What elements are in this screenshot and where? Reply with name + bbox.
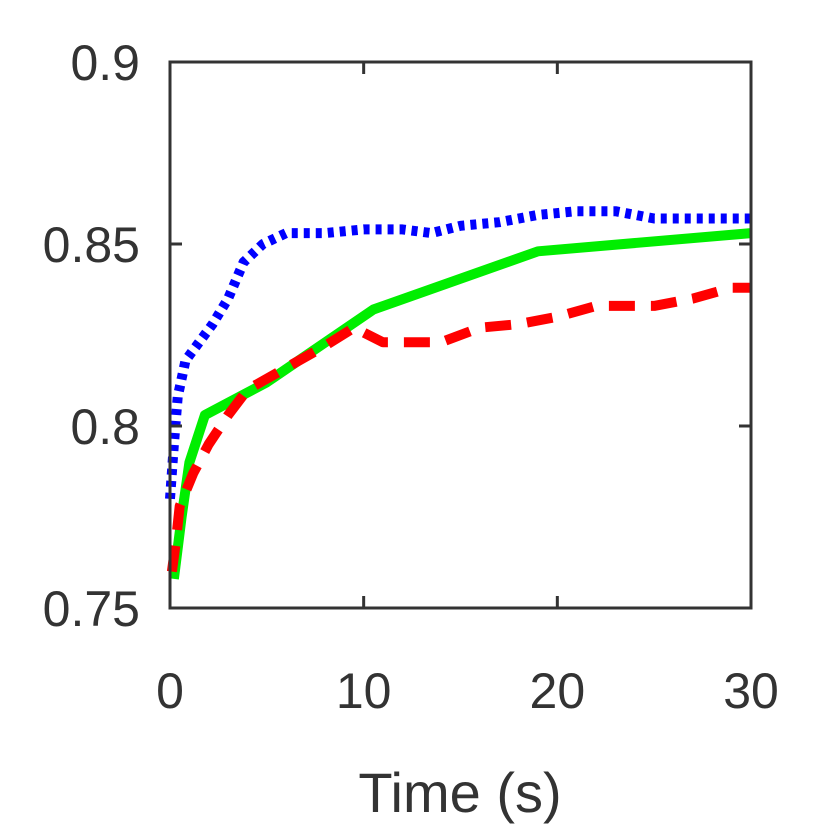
tick-layer: 0 10 20 30 0.75 0.8 0.85 0.9 xyxy=(43,35,779,719)
y-tick-label: 0.9 xyxy=(70,35,140,91)
x-axis-label: Time (s) xyxy=(358,761,561,824)
y-tick-label: 0.8 xyxy=(70,399,140,455)
x-tick-label: 30 xyxy=(723,663,779,719)
x-tick-label: 0 xyxy=(156,663,184,719)
x-tick-label: 10 xyxy=(336,663,392,719)
series-layer xyxy=(165,206,752,580)
series-line-dotted-blue xyxy=(165,206,751,500)
y-tick-label: 0.85 xyxy=(43,217,140,273)
plot-frame xyxy=(168,60,753,610)
series-line-dashed-red xyxy=(166,282,751,573)
y-tick-label: 0.75 xyxy=(43,581,140,637)
x-tick-label: 20 xyxy=(530,663,586,719)
